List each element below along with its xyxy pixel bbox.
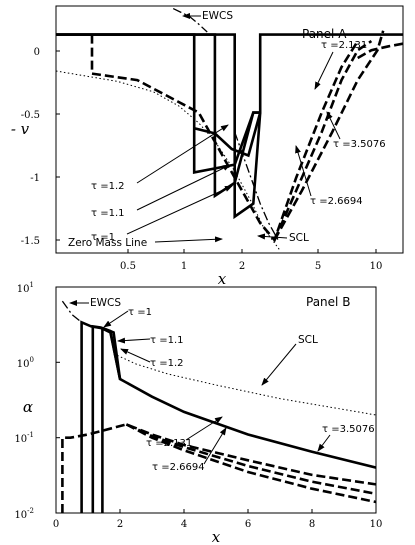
panel-a-series-zero-mass-line <box>56 70 281 251</box>
panel-a-scl-arrow <box>257 233 288 240</box>
panel-b-tau-2-6694-label: τ =2.6694 <box>152 462 205 473</box>
panel-b-frame <box>55 286 377 514</box>
panel-a-xtick-label: 10 <box>370 261 383 272</box>
panel-a-tau-1-2-label: τ =1.2 <box>91 181 124 192</box>
panel-a-ytick-label: -1.5 <box>21 236 40 247</box>
panel-a-x-axis-label: x <box>218 270 227 288</box>
panel-b-tau-3-5076-label: τ =3.5076 <box>322 424 375 435</box>
panel-b-xtick-label: 0 <box>53 519 59 530</box>
panel-b-tau-2-131-arrow <box>185 416 223 441</box>
panel-a-plot-area <box>56 8 403 251</box>
panel-a-xtick-label: 5 <box>315 261 321 272</box>
panel-b-series-tau-1-2 <box>101 326 122 513</box>
panel-a-tau-1-1-arrow <box>136 164 231 211</box>
panel-b-ytick-label: 101 <box>17 281 34 295</box>
panel-a-series-ewcs <box>172 8 208 33</box>
panel-b: 10-2 10-1 100 101 0 2 4 6 8 10 α x Panel… <box>14 281 382 545</box>
panel-a-tau-1-1-label: τ =1.1 <box>91 208 124 219</box>
panel-b-xtick-label: 4 <box>181 519 187 530</box>
panel-b-xtick-label: 8 <box>309 519 315 530</box>
panel-a-xtick-label: 2 <box>239 261 245 272</box>
panel-a-series-tau-3-5076-tail <box>357 42 403 60</box>
panel-a-series-tau-2-6694 <box>273 40 373 241</box>
panel-b-scl-label: SCL <box>298 334 318 346</box>
panel-b-tau-1-2-label: τ =1.2 <box>150 358 183 369</box>
panel-a-scl-label: SCL <box>289 232 309 244</box>
panel-a-zero-mass-line-arrow <box>154 236 223 243</box>
panel-a-xtick-label: 1 <box>181 261 187 272</box>
panel-b-tau-1-label: τ =1 <box>128 307 152 318</box>
panel-a-tau-2-6694-label: τ =2.6694 <box>310 196 363 207</box>
panel-a-tau-2-6694-arrow <box>295 145 312 197</box>
panel-a-tau-3-5076-arrow <box>326 111 341 140</box>
panel-a: 0 -0.5 -1 -1.5 0.5 1 2 5 10 - v x Panel … <box>11 5 404 288</box>
panel-b-ytick-label: 10-2 <box>14 507 34 521</box>
panel-a-tau-1-label: τ =1 <box>91 232 115 243</box>
panel-b-series-tau-2-6694 <box>125 423 376 496</box>
panel-a-y-axis-label: - v <box>11 120 30 138</box>
panel-b-y-axis-label: α <box>23 398 33 416</box>
panel-a-ytick-label: -1 <box>30 173 40 184</box>
panel-a-zero-mass-line-label: Zero Mass Line <box>68 237 147 249</box>
panel-b-tau-1-2-arrow <box>120 348 151 363</box>
panel-b-xtick-label: 6 <box>245 519 251 530</box>
panel-a-xtick-label: 0.5 <box>120 261 136 272</box>
panel-a-series-tau-3-5076 <box>273 30 385 241</box>
panel-b-tau-3-5076-arrow <box>317 434 331 452</box>
panel-b-xtick-label: 10 <box>370 519 383 530</box>
panel-a-tau-3-5076-label: τ =3.5076 <box>333 139 386 150</box>
panel-a-ytick-label: 0 <box>34 47 40 58</box>
panel-a-series-tau-1-2 <box>56 33 261 174</box>
panel-b-tau-1-1-arrow <box>117 337 151 344</box>
panel-a-series-tau-1 <box>56 33 403 220</box>
panel-b-title: Panel B <box>306 295 350 309</box>
panel-a-series-scl <box>234 131 279 241</box>
panel-b-ytick-label: 10-1 <box>14 431 34 445</box>
panel-b-tau-1-arrow <box>103 310 129 328</box>
panel-a-title: Panel A <box>302 27 347 41</box>
panel-b-series-tau-2-131 <box>61 423 376 513</box>
panel-a-y-ticks: 0 -0.5 -1 -1.5 <box>21 47 60 247</box>
panel-a-ytick-label: -0.5 <box>21 110 40 121</box>
panel-a-ewcs-label: EWCS <box>202 10 233 22</box>
panel-b-x-ticks: 0 2 4 6 8 10 <box>53 509 383 530</box>
panel-b-plot-area <box>61 300 376 513</box>
panel-b-scl-arrow <box>261 343 297 386</box>
panel-a-x-ticks: 0.5 1 2 5 10 <box>120 249 382 272</box>
panel-b-tau-2-6694-arrow <box>203 427 227 465</box>
panel-b-series-tau-3-5076 <box>125 423 376 504</box>
panel-a-tau-2-131-arrow <box>314 51 334 90</box>
panel-b-ytick-label: 100 <box>17 356 34 370</box>
panel-b-xtick-label: 2 <box>117 519 123 530</box>
panel-a-tau-1-arrow <box>126 185 233 235</box>
panel-a-tau-1-2-arrow <box>136 124 229 184</box>
panel-b-tau-2-131-label: τ =2.131 <box>146 438 192 449</box>
panel-b-series-ewcs <box>61 300 92 327</box>
panel-b-series-scl <box>113 353 376 416</box>
panel-b-tau-1-1-label: τ =1.1 <box>150 335 183 346</box>
panel-a-tau-2-131-label: τ =2.131 <box>321 40 367 51</box>
panel-a-frame <box>55 5 404 254</box>
panel-b-x-axis-label: x <box>212 528 221 545</box>
panel-a-series-tau-1-1 <box>56 33 261 199</box>
panel-a-series-tau-2-131 <box>90 34 359 243</box>
panel-b-y-ticks: 10-2 10-1 100 101 <box>14 281 60 521</box>
panel-b-ewcs-label: EWCS <box>90 297 121 309</box>
